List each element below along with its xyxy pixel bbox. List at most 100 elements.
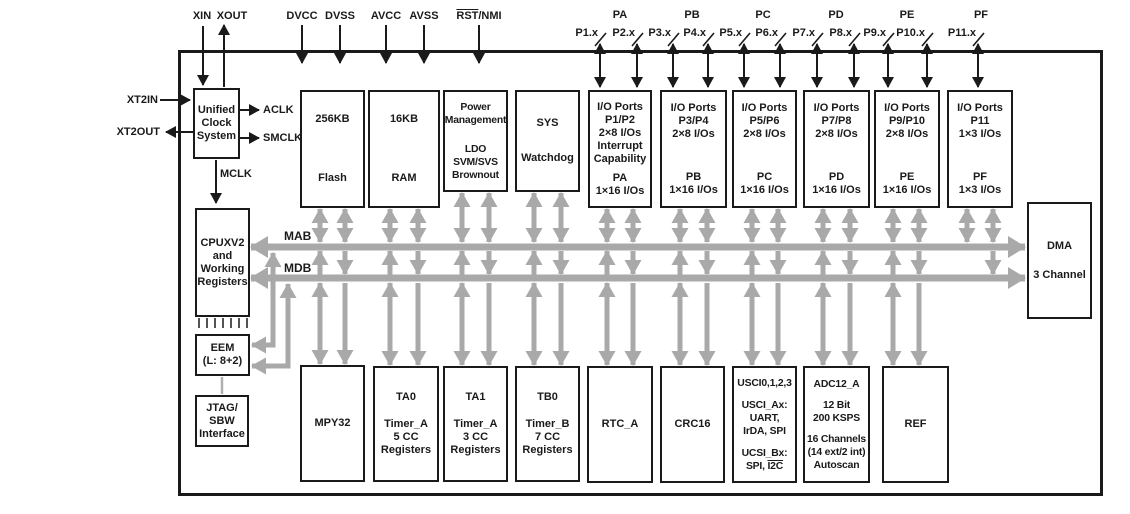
block-text-line: I/O Ports <box>957 101 1003 114</box>
block-text-line: P3/P4 <box>678 114 709 127</box>
block-text-line: CPUXV2 <box>200 236 245 249</box>
block-text-line: Clock <box>201 117 232 129</box>
pin-label-p8x: P8.x <box>829 27 852 39</box>
eem-mdb-connector <box>251 283 297 375</box>
block-text-line: MPY32 <box>314 417 351 429</box>
block-text-line: 1×3 I/Os <box>958 183 1002 196</box>
block-text-line: Timer_A <box>453 418 498 430</box>
block-flash: 256KB Flash <box>300 90 365 208</box>
block-text-line: Brownout <box>452 169 499 181</box>
block-text-line: 1×3 I/Os <box>958 127 1002 140</box>
block-text-line: 1×16 I/Os <box>669 183 718 196</box>
block-text-line: Flash <box>318 172 347 184</box>
block-text-line: 2×8 I/Os <box>598 126 642 139</box>
block-jtag-sbw: JTAG/SBW Interface <box>195 395 249 447</box>
block-text-line: PC <box>756 170 773 183</box>
block-text-line: RAM <box>391 172 417 184</box>
block-io-p7-p8: I/O Ports P7/P8 2×8 I/Os PD 1×16 I/Os <box>803 90 870 208</box>
block-text-line: ADC12_A <box>813 378 860 390</box>
block-usci: USCI0,1,2,3 USCI_Ax: UART, IrDA, SPI UCSI_Bx… <box>732 366 797 483</box>
bus-label-mab: MAB <box>284 229 312 243</box>
block-eem: EEM (L: 8+2) <box>195 334 250 376</box>
pin-label-p1x: P1.x <box>575 27 598 39</box>
block-text-line: Working <box>200 262 245 275</box>
block-text-line: (14 ext/2 int) <box>807 446 866 458</box>
block-text-line: P1/P2 <box>605 113 635 126</box>
port-group-pb: PB <box>684 9 700 21</box>
block-text-line: Watchdog <box>521 152 574 164</box>
block-text-line: PE <box>899 170 915 183</box>
block-io-p1-p2: I/O Ports P1/P2 2×8 I/Os Interrupt Capabilit… <box>588 90 652 208</box>
block-text-line: Timer_A <box>384 418 428 430</box>
block-text-line: PA <box>612 171 628 184</box>
block-text-line: I/O Ports <box>884 101 930 114</box>
block-io-p9-p10: I/O Ports P9/P10 2×8 I/Os PE 1×16 I/Os <box>874 90 940 208</box>
block-io-p11: I/O Ports P11 1×3 I/Os PF 1×3 I/Os <box>947 90 1013 208</box>
pin-label-xout: XOUT <box>216 10 248 22</box>
block-text-line: Unified <box>197 104 236 116</box>
block-text-line: 1×16 I/Os <box>882 183 932 196</box>
block-text-line: Power <box>460 101 491 113</box>
block-text-line: UCSI_Bx: <box>741 447 788 459</box>
block-ram: 16KB RAM <box>368 90 440 208</box>
block-text-line: JTAG/ <box>206 401 238 414</box>
block-cpu: CPUXV2 and Working Registers <box>195 208 250 317</box>
usci-i2c-line: SPI, I2C <box>745 460 784 472</box>
block-text-line: SVM/SVS <box>453 156 498 168</box>
block-text-line: Registers <box>522 444 573 456</box>
block-ta0: TA0 Timer_A 5 CC Registers <box>373 366 439 482</box>
block-text-line: CRC16 <box>674 418 711 430</box>
pin-label-p11x: P11.x <box>947 27 976 39</box>
port-group-pc: PC <box>755 9 771 21</box>
block-text-line: SYS <box>536 117 559 129</box>
block-text-line: 12 Bit <box>822 399 851 411</box>
port-group-pe: PE <box>899 9 915 21</box>
block-text-line: Autoscan <box>813 459 860 471</box>
port-group-pd: PD <box>828 9 844 21</box>
block-text-line: 1×16 I/Os <box>812 183 861 196</box>
pin-label-p3x: P3.x <box>648 27 671 39</box>
pin-label-p9x: P9.x <box>863 27 886 39</box>
block-text-line: DMA <box>1046 239 1073 252</box>
block-text-line: I/O Ports <box>741 101 788 114</box>
pin-label-xin: XIN <box>192 10 212 22</box>
pin-label-xt2out: XT2OUT <box>116 126 160 138</box>
pin-label-p4x: P4.x <box>683 27 706 39</box>
block-text-line: TA0 <box>396 391 416 403</box>
block-text-line: USCI_Ax: <box>741 399 788 411</box>
block-ref: REF <box>882 366 949 483</box>
block-tb0: TB0 Timer_B 7 CC Registers <box>515 366 580 482</box>
block-text-line: P11 <box>970 114 990 127</box>
block-text-line: 16 Channels <box>806 433 866 445</box>
block-text-line: PB <box>685 170 702 183</box>
block-text-line: 3 CC <box>462 431 489 443</box>
block-rtc: RTC_A <box>587 366 653 483</box>
block-text-line: Registers <box>380 444 432 456</box>
block-text-line: PF <box>972 170 988 183</box>
block-text-line: (L: 8+2) <box>202 355 243 367</box>
block-text-line: Interrupt <box>597 139 643 152</box>
block-text-line: P7/P8 <box>821 114 852 127</box>
block-text-line: 3 Channel <box>1033 268 1086 281</box>
block-text-line: I/O Ports <box>597 100 643 113</box>
block-text-line: 200 KSPS <box>813 412 860 424</box>
block-text-line: I/O Ports <box>670 101 717 114</box>
block-text-line: 256KB <box>315 113 350 125</box>
block-power-management: Power Management LDO SVM/SVS Brownout <box>443 90 508 192</box>
block-text-line: 2×8 I/Os <box>885 127 929 140</box>
block-text-line: USCI0,1,2,3 <box>737 377 792 389</box>
block-text-line: 2×8 I/Os <box>672 127 715 140</box>
eem-mab-connector <box>251 252 282 354</box>
block-text-line: 1×16 I/Os <box>740 183 789 196</box>
block-text-line: TB0 <box>537 391 558 403</box>
block-io-p5-p6: I/O Ports P5/P6 2×8 I/Os PC 1×16 I/Os <box>732 90 797 208</box>
block-text-line: and <box>212 249 233 262</box>
block-io-p3-p4: I/O Ports P3/P4 2×8 I/Os PB 1×16 I/Os <box>660 90 727 208</box>
pin-label-rst-nmi: RST/NMI <box>456 10 502 22</box>
block-text-line: LDO <box>464 143 487 155</box>
pin-label-avss: AVSS <box>409 10 439 22</box>
signal-label-mclk: MCLK <box>220 168 252 180</box>
signal-label-aclk: ACLK <box>263 104 294 116</box>
block-text-line: Management <box>444 114 507 126</box>
